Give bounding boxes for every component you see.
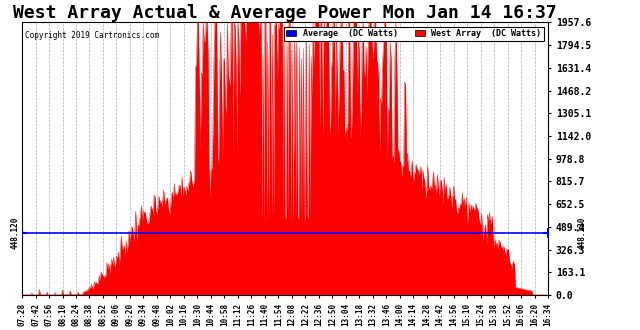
Text: Copyright 2019 Cartronics.com: Copyright 2019 Cartronics.com — [25, 30, 159, 40]
Legend: Average  (DC Watts), West Array  (DC Watts): Average (DC Watts), West Array (DC Watts… — [284, 26, 544, 41]
Text: 448.120: 448.120 — [10, 216, 19, 249]
Title: West Array Actual & Average Power Mon Jan 14 16:37: West Array Actual & Average Power Mon Ja… — [13, 4, 557, 22]
Text: 448.120: 448.120 — [577, 216, 586, 249]
